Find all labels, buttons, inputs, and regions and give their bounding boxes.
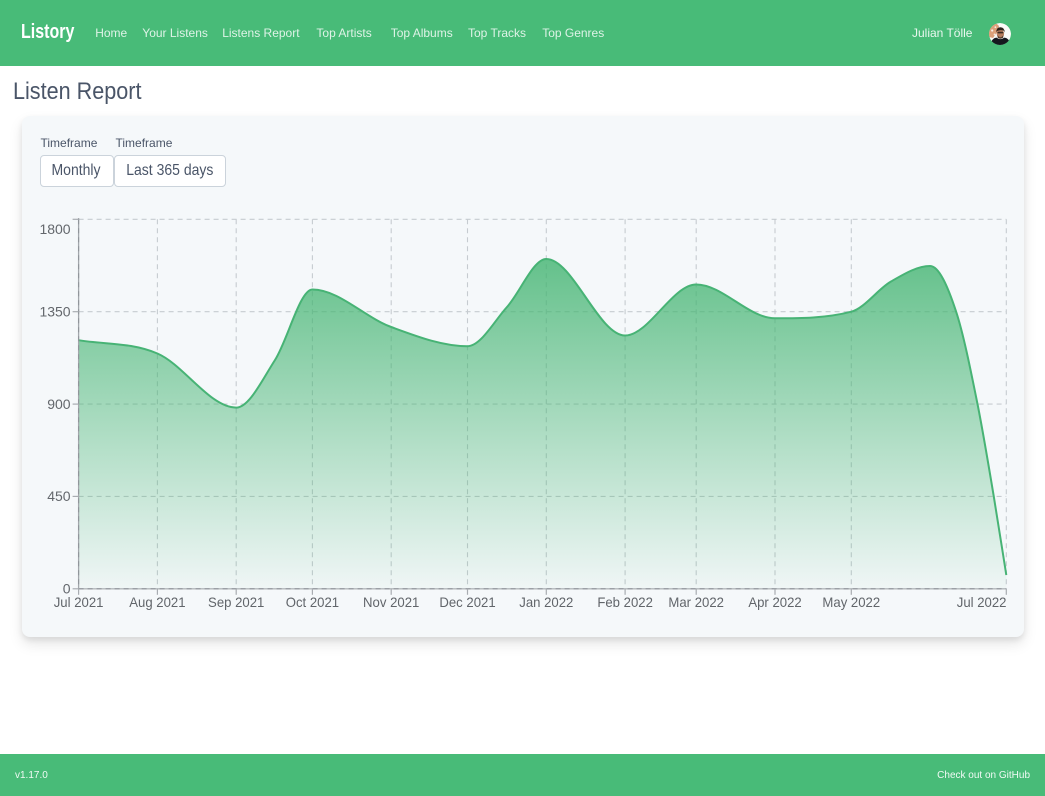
svg-text:Aug 2021: Aug 2021 (129, 594, 185, 609)
svg-text:0: 0 (63, 581, 71, 597)
svg-text:Nov 2021: Nov 2021 (363, 594, 419, 609)
svg-text:May 2022: May 2022 (822, 594, 880, 609)
svg-text:Jul 2021: Jul 2021 (54, 594, 104, 609)
svg-text:1800: 1800 (39, 221, 70, 237)
svg-text:1350: 1350 (39, 303, 70, 319)
svg-text:Jul 2022: Jul 2022 (957, 594, 1007, 609)
svg-text:Dec 2021: Dec 2021 (439, 594, 495, 609)
svg-text:Sep 2021: Sep 2021 (208, 594, 264, 609)
svg-text:Jan 2022: Jan 2022 (519, 594, 573, 609)
svg-text:Mar 2022: Mar 2022 (668, 594, 724, 609)
svg-text:450: 450 (47, 488, 71, 504)
svg-text:900: 900 (47, 396, 71, 412)
svg-text:Oct 2021: Oct 2021 (286, 594, 339, 609)
svg-text:Apr 2022: Apr 2022 (748, 594, 801, 609)
svg-text:Feb 2022: Feb 2022 (597, 594, 653, 609)
